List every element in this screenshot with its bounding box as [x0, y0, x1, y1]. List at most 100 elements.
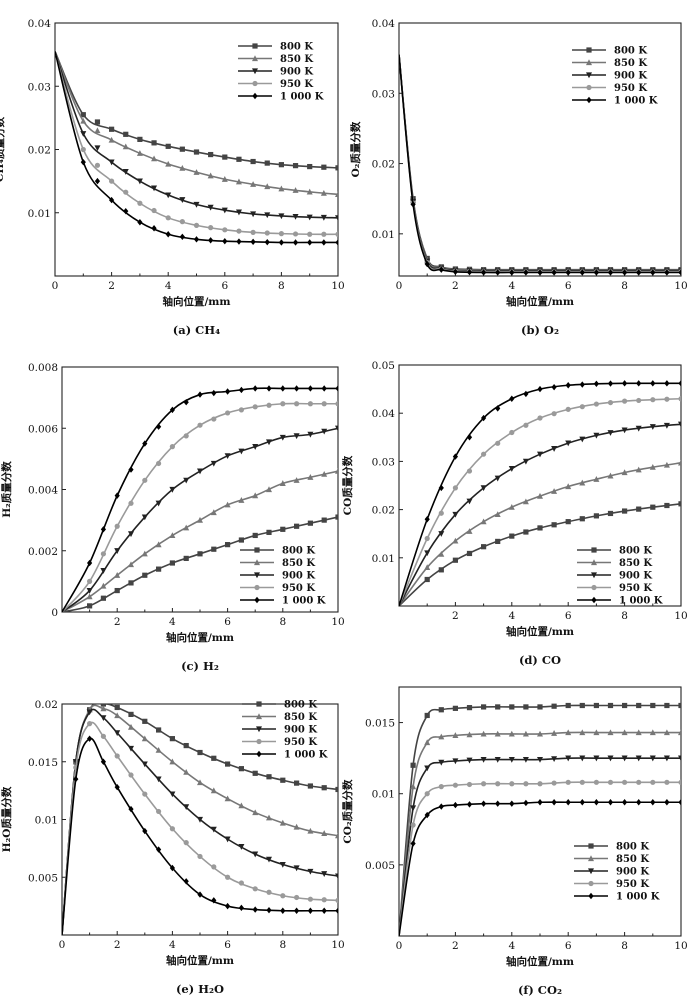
co2-data-point — [636, 702, 642, 709]
h2o-data-point — [321, 897, 327, 903]
h2-data-point — [238, 448, 245, 455]
chart-panel-h2o: 0 2 4 6 8 10 0.005 0.01 0.015 0.02 轴向位置/mm H₂O质量分数 (… — [0, 699, 345, 996]
co2-data-point — [622, 702, 628, 709]
h2-data-point — [294, 401, 300, 407]
o2-legend-label: 1 000 K — [614, 96, 658, 107]
co-y-axis-label: CO质量分数 — [341, 455, 354, 515]
h2o-data-point — [238, 766, 244, 772]
h2-data-point — [128, 500, 134, 506]
o2-data-point — [452, 268, 458, 275]
co2-data-point — [593, 729, 600, 736]
h2-y-tick-label: 0.006 — [28, 423, 58, 435]
ch4-data-point — [292, 163, 299, 169]
o2-data-point — [650, 269, 656, 276]
h2o-y-axis-label: H₂O质量分数 — [0, 786, 13, 852]
co2-data-point — [621, 729, 628, 736]
ch4-data-point — [208, 237, 214, 244]
h2o-data-point — [266, 774, 272, 780]
ch4-data-point — [264, 238, 270, 246]
h2-data-point — [114, 492, 120, 499]
h2o-data-point — [169, 736, 175, 742]
co2-data-point — [410, 805, 417, 812]
ch4-data-point — [165, 143, 171, 149]
h2-data-point — [335, 514, 338, 520]
co-data-point — [622, 380, 628, 387]
h2o-data-point — [210, 826, 217, 833]
co2-data-point — [466, 757, 473, 764]
co-legend-label: 800 K — [619, 546, 652, 557]
chart-panel-co2: 0 2 4 6 8 10 0.005 0.01 0.015 轴向位置/mm CO₂质量分数 (f) C… — [341, 686, 688, 997]
h2-data-point — [225, 410, 231, 416]
co-data-point — [466, 434, 473, 441]
ch4-data-point — [136, 150, 143, 156]
co2-y-tick-label: 0.005 — [365, 860, 395, 872]
ch4-data-point — [94, 177, 101, 185]
co-legend-marker — [591, 547, 597, 553]
co2-data-point — [438, 759, 445, 766]
h2-x-tick-label: 10 — [331, 616, 344, 628]
h2o-data-point — [128, 745, 134, 752]
h2o-data-point — [238, 802, 245, 809]
co-data-point — [494, 475, 501, 482]
h2-data-point — [321, 517, 327, 523]
h2o-data-point — [321, 785, 327, 791]
co2-data-point — [551, 756, 558, 763]
co-data-point — [678, 396, 681, 402]
co2-legend-marker — [588, 880, 594, 887]
co2-data-point — [509, 704, 515, 710]
co2-data-point — [551, 799, 557, 806]
h2-data-point — [335, 425, 338, 432]
h2-data-point — [335, 385, 338, 392]
h2o-data-point — [87, 735, 93, 742]
co-data-point — [537, 415, 543, 421]
co2-data-point — [607, 729, 614, 736]
co2-data-point — [565, 702, 571, 709]
ch4-data-point — [179, 146, 185, 152]
h2-data-point — [169, 444, 175, 450]
co-data-point — [424, 564, 431, 571]
h2-y-tick-label: 0.008 — [28, 362, 58, 374]
co2-data-point — [635, 755, 642, 762]
h2-data-point — [183, 433, 189, 439]
h2o-data-point — [252, 770, 258, 776]
ch4-data-point — [321, 164, 327, 170]
co2-y-tick-label: 0.01 — [372, 789, 395, 801]
ch4-data-point — [80, 131, 87, 137]
ch4-data-point — [320, 214, 327, 221]
h2o-data-point — [128, 805, 134, 813]
h2-data-point — [128, 531, 134, 538]
co-data-point — [607, 399, 614, 406]
co2-data-point — [551, 730, 558, 736]
co-data-point — [481, 451, 487, 457]
h2-data-point — [238, 386, 244, 394]
o2-y-tick-label: 0.01 — [372, 229, 395, 241]
o2-x-tick-label: 8 — [621, 280, 628, 292]
h2-data-point — [114, 548, 121, 554]
h2-legend-label: 800 K — [282, 546, 315, 557]
co-data-point — [678, 501, 681, 507]
co-data-point — [649, 424, 656, 430]
h2o-data-point — [266, 889, 272, 895]
co-legend-label: 1 000 K — [619, 596, 663, 607]
ch4-legend-label: 950 K — [280, 79, 313, 90]
co2-data-point — [579, 702, 585, 709]
co2-data-point — [579, 755, 586, 762]
ch4-data-point — [236, 156, 242, 162]
co2-data-point — [593, 779, 600, 785]
h2-data-point — [321, 385, 327, 392]
co-data-point — [622, 508, 628, 514]
ch4-x-axis-label: 轴向位置/mm — [162, 295, 230, 308]
co-data-point — [424, 550, 431, 557]
ch4-data-point — [94, 127, 101, 134]
co2-data-point — [452, 705, 458, 711]
co-data-point — [579, 404, 585, 410]
co-data-point — [650, 504, 656, 510]
co-data-point — [635, 425, 642, 432]
ch4-data-point — [151, 140, 157, 146]
h2-data-point — [211, 389, 217, 397]
ch4-y-tick-label: 0.03 — [28, 81, 51, 93]
o2-legend-marker — [586, 72, 592, 79]
